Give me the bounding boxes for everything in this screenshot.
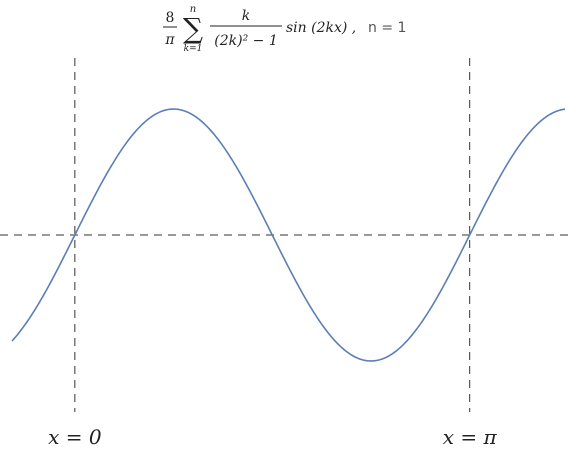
coefficient-denominator: π (164, 32, 175, 48)
n-parameter: n = 1 (368, 20, 406, 36)
sine-term: sin (2kx) , (286, 20, 356, 36)
fraction-numerator: k (242, 8, 250, 24)
coefficient-numerator: 8 (166, 10, 175, 26)
formula-title: 8 π n ∑ k=1 k (2k)² − 1 sin (2kx) , n = … (163, 4, 406, 54)
series-line (11, 108, 566, 362)
annotation-x-zero: x = 0 (48, 425, 102, 449)
sum-lower-limit: k=1 (184, 44, 203, 54)
annotation-x-pi: x = π (443, 425, 498, 449)
sum-sigma: ∑ (183, 12, 203, 45)
fraction-denominator: (2k)² − 1 (214, 33, 277, 49)
sum-upper-limit: n (190, 4, 196, 15)
